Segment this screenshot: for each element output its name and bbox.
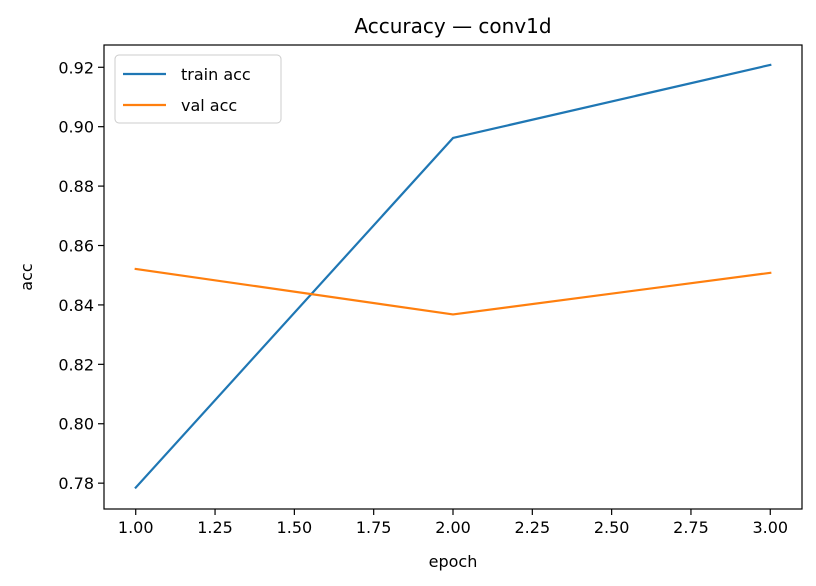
- y-tick-label: 0.88: [58, 177, 94, 196]
- x-tick-label: 2.00: [435, 518, 471, 537]
- x-tick-label: 1.50: [277, 518, 313, 537]
- x-tick-label: 2.50: [594, 518, 630, 537]
- y-tick-label: 0.84: [58, 296, 94, 315]
- y-tick-label: 0.78: [58, 474, 94, 493]
- y-tick-label: 0.80: [58, 415, 94, 434]
- chart-title: Accuracy — conv1d: [354, 14, 551, 38]
- x-axis-label: epoch: [429, 552, 478, 571]
- x-tick-label: 2.25: [515, 518, 551, 537]
- series-line-val-acc: [134, 267, 772, 316]
- x-axis-ticks: 1.00 1.25 1.50 1.75 2.00 2.25 2.50 2.75 3.00: [118, 509, 788, 537]
- series-lines: [134, 63, 772, 490]
- y-axis-ticks: 0.78 0.80 0.82 0.84 0.86 0.88 0.90 0.92: [58, 58, 104, 493]
- series-line-train-acc: [134, 63, 772, 490]
- y-tick-label: 0.82: [58, 355, 94, 374]
- legend: train acc val acc: [114, 54, 282, 124]
- y-tick-label: 0.90: [58, 118, 94, 137]
- y-tick-label: 0.92: [58, 58, 94, 77]
- y-tick-label: 0.86: [58, 237, 94, 256]
- x-tick-label: 2.75: [673, 518, 709, 537]
- plot-area-frame: [103, 44, 803, 510]
- x-tick-label: 3.00: [752, 518, 788, 537]
- y-axis-label: acc: [17, 263, 36, 290]
- x-tick-label: 1.75: [356, 518, 392, 537]
- x-tick-label: 1.00: [118, 518, 154, 537]
- legend-label-train-acc: train acc: [181, 65, 251, 84]
- legend-label-val-acc: val acc: [181, 96, 237, 115]
- x-tick-label: 1.25: [197, 518, 233, 537]
